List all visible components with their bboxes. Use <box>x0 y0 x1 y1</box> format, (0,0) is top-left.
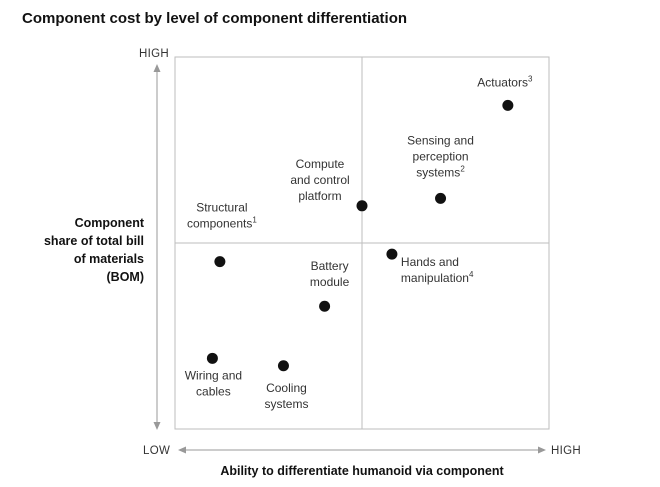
data-point-structural-components <box>214 256 226 268</box>
y-axis-label-line: (BOM) <box>106 270 145 284</box>
data-point-compute-and-control-platform <box>356 200 368 212</box>
footnote-marker: 4 <box>469 270 474 279</box>
data-label-line: platform <box>298 189 341 203</box>
data-label-line: Compute <box>296 157 345 171</box>
y-axis-label-line: of materials <box>73 252 144 266</box>
data-label-line: and control <box>290 173 349 187</box>
chart-title: Component cost by level of component dif… <box>22 10 408 27</box>
data-label-hands-and-manipulation: Hands and manipulation4 <box>401 255 474 285</box>
data-label-line: systems <box>264 397 308 411</box>
y-axis-arrow-up <box>153 64 161 72</box>
y-axis-label: Component share of total bill of materia… <box>10 214 144 286</box>
x-axis-low-label: LOW <box>143 445 171 457</box>
y-axis-label-line: share of total bill <box>43 234 144 248</box>
footnote-marker: 3 <box>528 74 533 83</box>
data-label-line: Structural <box>196 201 247 215</box>
data-label-line: module <box>310 275 350 289</box>
data-label-line: components <box>187 217 252 231</box>
footnote-marker: 2 <box>460 164 465 173</box>
data-label-sensing-and-perception-systems: Sensing and perception systems2 <box>407 133 474 179</box>
data-label-line: Actuators <box>477 75 528 89</box>
data-point-actuators <box>502 99 514 111</box>
x-axis-high-label: HIGH <box>551 445 581 457</box>
data-label-line: manipulation <box>401 271 469 285</box>
data-label-line: Cooling <box>266 381 307 395</box>
data-label-line: Hands and <box>401 255 459 269</box>
y-axis-high-label: HIGH <box>139 48 169 60</box>
x-axis-arrow-right <box>538 446 546 454</box>
data-point-battery-module <box>319 300 331 312</box>
data-label-structural-components: Structural components1 <box>187 201 257 231</box>
data-point-sensing-and-perception-systems <box>435 192 447 204</box>
data-point-cooling-systems <box>277 360 289 372</box>
data-label-line: systems <box>416 165 460 179</box>
data-label-line: cables <box>196 384 231 398</box>
data-label-compute-and-control-platform: Compute and control platform <box>290 157 349 203</box>
data-label-battery-module: Battery module <box>310 259 350 289</box>
data-label-line: Sensing and <box>407 133 474 147</box>
data-label-wiring-and-cables: Wiring and cables <box>185 368 242 398</box>
y-axis-arrow-down <box>153 422 161 430</box>
data-label-line: perception <box>413 149 469 163</box>
data-point-hands-and-manipulation <box>386 248 398 260</box>
x-axis-label: Ability to differentiate humanoid via co… <box>220 464 504 478</box>
data-label-line: Wiring and <box>185 368 242 382</box>
data-label-line: Battery <box>311 259 349 273</box>
data-label-actuators: Actuators3 <box>477 74 533 89</box>
footnote-marker: 1 <box>252 216 257 225</box>
data-label-cooling-systems: Cooling systems <box>264 381 308 411</box>
data-point-wiring-and-cables <box>206 352 218 364</box>
x-axis-arrow-left <box>178 446 186 454</box>
y-axis-label-line: Component <box>74 216 144 230</box>
